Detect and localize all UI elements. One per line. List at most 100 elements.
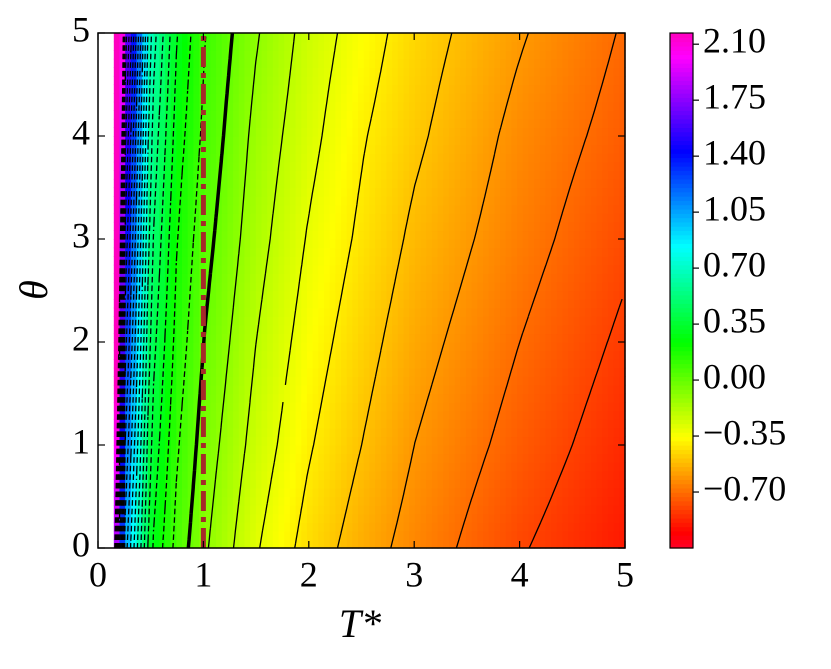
heat-cell xyxy=(335,127,342,137)
heat-cell xyxy=(454,367,461,377)
heat-cell xyxy=(448,530,456,541)
heat-cell xyxy=(613,230,620,240)
heat-cell xyxy=(590,384,598,395)
heat-cell xyxy=(142,101,149,111)
heat-cell xyxy=(397,153,405,163)
heat-cell xyxy=(403,230,410,240)
heat-cell xyxy=(483,479,490,489)
heat-cell xyxy=(397,178,405,189)
heat-cell xyxy=(289,204,297,214)
heat-cell xyxy=(295,299,302,309)
heat-cell xyxy=(619,539,626,549)
heat-cell xyxy=(221,445,229,455)
heat-cell xyxy=(477,196,484,206)
heat-cell xyxy=(375,281,382,292)
heat-cell xyxy=(306,290,314,300)
heat-cell xyxy=(573,367,581,377)
heat-cell xyxy=(551,247,558,257)
heat-cell xyxy=(409,178,416,189)
heat-cell xyxy=(159,530,166,541)
heat-cell xyxy=(409,316,416,326)
heat-cell xyxy=(341,367,348,377)
heat-cell xyxy=(602,333,609,343)
heat-cell xyxy=(284,84,291,94)
heat-cell xyxy=(312,487,319,498)
heat-cell xyxy=(278,196,285,206)
heat-cell xyxy=(375,299,382,309)
heat-cell xyxy=(437,84,444,94)
heat-cell xyxy=(193,316,200,326)
heat-cell xyxy=(602,530,609,541)
heat-cell xyxy=(147,419,155,429)
heat-cell xyxy=(193,359,200,369)
heat-cell xyxy=(579,196,586,206)
heat-cell xyxy=(392,445,399,455)
heat-cell xyxy=(471,281,478,292)
heat-cell xyxy=(437,436,444,446)
heat-cell xyxy=(562,290,569,300)
heat-cell xyxy=(318,299,325,309)
heat-cell xyxy=(590,342,598,352)
heat-cell xyxy=(431,384,439,395)
heat-cell xyxy=(443,118,450,129)
heat-cell xyxy=(517,127,524,137)
heat-cell xyxy=(517,247,524,257)
heat-cell xyxy=(244,350,251,360)
heat-cell xyxy=(125,462,132,472)
heat-cell xyxy=(142,427,149,438)
heat-cell xyxy=(170,187,177,197)
heat-cell xyxy=(403,479,410,489)
heat-cell xyxy=(607,213,615,223)
heat-cell xyxy=(193,230,200,240)
heat-cell xyxy=(477,136,484,146)
heat-cell xyxy=(363,118,371,129)
heat-cell xyxy=(153,281,160,292)
heat-cell xyxy=(494,479,501,489)
heat-cell xyxy=(426,204,433,214)
heat-cell xyxy=(556,496,564,506)
heat-cell xyxy=(431,204,439,214)
heat-cell xyxy=(483,342,490,352)
heat-cell xyxy=(267,342,274,352)
heat-cell xyxy=(397,522,405,532)
heat-cell xyxy=(443,530,450,541)
heat-cell xyxy=(238,333,246,343)
heat-cell xyxy=(483,230,490,240)
heat-cell xyxy=(159,359,166,369)
heat-cell xyxy=(619,110,626,120)
heat-cell xyxy=(454,299,461,309)
heat-cell xyxy=(414,144,422,154)
heat-cell xyxy=(164,513,172,523)
heat-cell xyxy=(380,127,388,137)
heat-cell xyxy=(596,153,603,163)
heat-cell xyxy=(204,316,211,326)
heat-cell xyxy=(233,256,240,266)
heat-cell xyxy=(227,204,234,214)
heat-cell xyxy=(193,479,200,489)
heat-cell xyxy=(437,462,444,472)
heat-cell xyxy=(596,299,603,309)
heat-cell xyxy=(295,530,302,541)
heat-cell xyxy=(329,376,336,386)
heat-cell xyxy=(267,419,274,429)
heat-cell xyxy=(534,487,541,498)
heat-cell xyxy=(227,290,234,300)
heat-cell xyxy=(443,316,450,326)
heat-cell xyxy=(534,316,541,326)
heat-cell xyxy=(369,376,376,386)
heat-cell xyxy=(352,239,359,249)
heat-cell xyxy=(250,93,257,103)
heat-cell xyxy=(494,178,501,189)
heat-cell xyxy=(170,419,177,429)
heat-cell xyxy=(488,479,495,489)
heat-cell xyxy=(534,221,541,232)
heat-cell xyxy=(573,513,581,523)
heat-cell xyxy=(289,427,297,438)
heat-cell xyxy=(517,299,524,309)
heat-cell xyxy=(483,453,490,463)
heat-cell xyxy=(573,522,581,532)
heat-cell xyxy=(363,281,371,292)
heat-cell xyxy=(585,290,592,300)
heat-cell xyxy=(460,367,467,377)
heat-cell xyxy=(579,273,586,283)
